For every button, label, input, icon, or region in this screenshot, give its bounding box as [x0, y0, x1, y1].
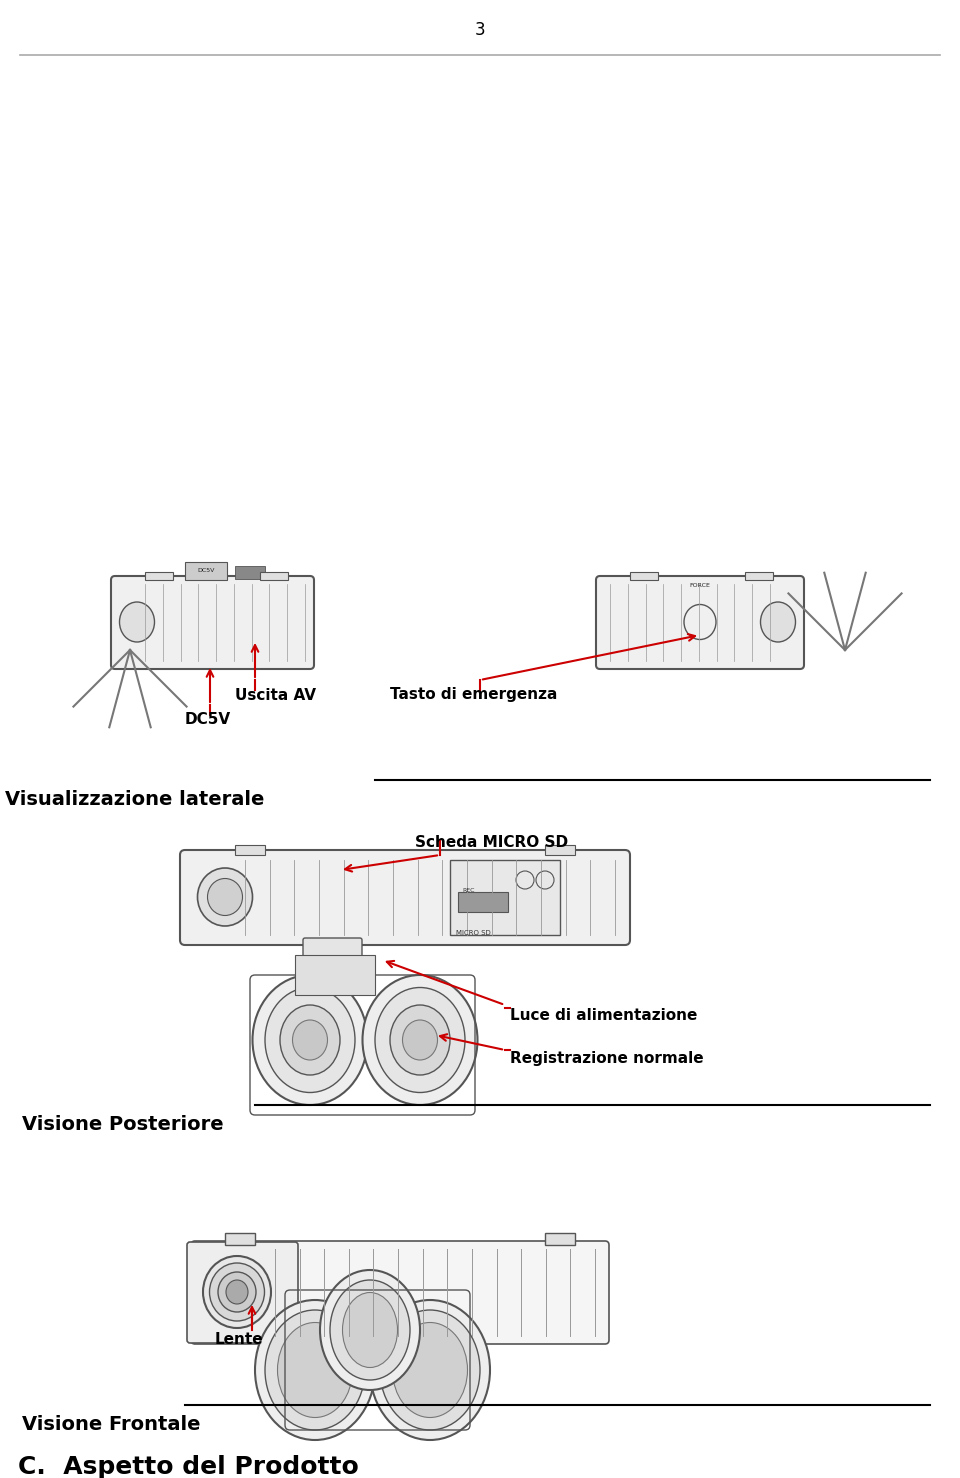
Ellipse shape	[198, 868, 252, 927]
Ellipse shape	[380, 1310, 480, 1431]
Bar	[295, 955, 375, 995]
Text: Luce di alimentazione: Luce di alimentazione	[510, 1008, 697, 1023]
Text: Registrazione normale: Registrazione normale	[510, 1051, 704, 1066]
FancyBboxPatch shape	[303, 939, 362, 992]
FancyBboxPatch shape	[180, 850, 630, 944]
Text: Visione Frontale: Visione Frontale	[22, 1414, 201, 1434]
Ellipse shape	[280, 1005, 340, 1075]
Bar	[458, 893, 508, 912]
Ellipse shape	[393, 1323, 468, 1417]
Bar	[145, 572, 173, 579]
Ellipse shape	[265, 1310, 365, 1431]
Ellipse shape	[375, 987, 465, 1092]
Ellipse shape	[277, 1323, 352, 1417]
Bar	[545, 1233, 575, 1244]
Bar	[235, 566, 265, 579]
Bar	[745, 572, 773, 579]
Ellipse shape	[203, 1256, 271, 1329]
Bar	[260, 572, 288, 579]
Text: 3: 3	[474, 21, 486, 38]
Text: REC: REC	[462, 888, 474, 893]
Ellipse shape	[209, 1264, 265, 1321]
Bar	[185, 562, 227, 579]
Ellipse shape	[255, 1301, 375, 1440]
Ellipse shape	[119, 602, 155, 641]
Ellipse shape	[207, 878, 243, 915]
FancyBboxPatch shape	[596, 576, 804, 670]
Text: Uscita AV: Uscita AV	[235, 687, 316, 702]
Text: DC5V: DC5V	[185, 712, 231, 727]
Bar	[630, 572, 658, 579]
Text: Visione Posteriore: Visione Posteriore	[22, 1114, 224, 1134]
Ellipse shape	[390, 1005, 450, 1075]
Bar	[545, 845, 575, 854]
FancyBboxPatch shape	[187, 1242, 298, 1344]
Bar	[235, 845, 265, 854]
Text: Tasto di emergenza: Tasto di emergenza	[390, 687, 558, 702]
Ellipse shape	[293, 1020, 327, 1060]
Ellipse shape	[330, 1280, 410, 1380]
Ellipse shape	[226, 1280, 248, 1304]
FancyBboxPatch shape	[191, 1242, 609, 1344]
Bar	[225, 1233, 255, 1244]
Bar	[310, 1341, 405, 1385]
FancyBboxPatch shape	[111, 576, 314, 670]
Ellipse shape	[252, 975, 368, 1106]
Text: DC5V: DC5V	[198, 569, 215, 573]
Ellipse shape	[370, 1301, 490, 1440]
Text: Visualizzazione laterale: Visualizzazione laterale	[5, 791, 264, 808]
Ellipse shape	[760, 602, 796, 641]
Ellipse shape	[343, 1292, 397, 1367]
Ellipse shape	[320, 1270, 420, 1389]
Text: MICRO SD: MICRO SD	[456, 930, 491, 936]
Ellipse shape	[363, 975, 477, 1106]
Bar	[450, 860, 560, 936]
Text: Scheda MICRO SD: Scheda MICRO SD	[415, 835, 568, 850]
Text: C.  Aspetto del Prodotto: C. Aspetto del Prodotto	[18, 1454, 359, 1478]
Ellipse shape	[402, 1020, 438, 1060]
Ellipse shape	[218, 1273, 256, 1312]
Text: FORCE: FORCE	[689, 582, 710, 588]
Text: Lente: Lente	[215, 1333, 264, 1348]
Ellipse shape	[265, 987, 355, 1092]
